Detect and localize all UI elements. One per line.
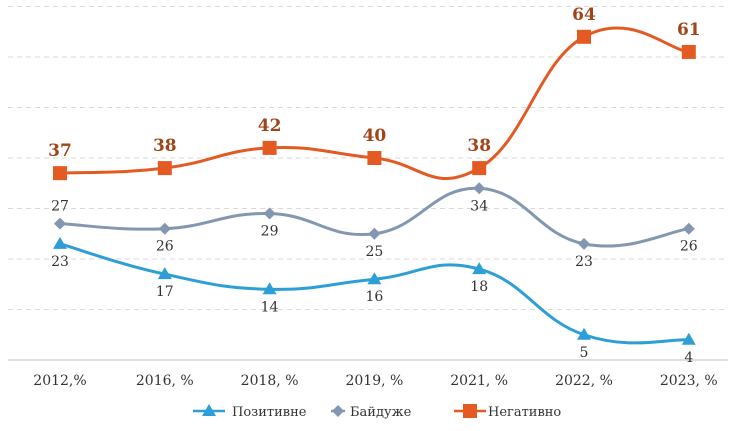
data-point-marker — [681, 44, 696, 59]
legend-label: Негативно — [488, 405, 561, 420]
legend-item: Позитивне — [193, 404, 307, 420]
data-point-marker — [578, 237, 590, 250]
data-label: 29 — [261, 224, 279, 240]
data-label: 18 — [470, 279, 488, 295]
data-label: 5 — [580, 345, 589, 361]
data-point-marker — [472, 161, 487, 176]
legend-marker — [463, 404, 477, 418]
legend-marker — [332, 405, 344, 417]
data-point-marker — [263, 207, 276, 220]
data-point-marker — [262, 140, 277, 155]
data-label: 27 — [51, 199, 69, 215]
data-label: 4 — [684, 350, 693, 366]
data-label: 25 — [365, 244, 383, 260]
x-tick-label: 2023, % — [660, 373, 718, 389]
data-label: 26 — [156, 239, 174, 255]
data-point-marker — [157, 161, 172, 176]
data-point-marker — [368, 227, 381, 240]
data-point-marker — [262, 282, 277, 295]
series-group — [53, 26, 696, 345]
data-label: 17 — [156, 284, 174, 300]
legend-item: Негативно — [454, 404, 561, 420]
data-label: 23 — [575, 254, 593, 270]
data-label: 42 — [258, 116, 282, 136]
series-3 — [53, 26, 696, 181]
x-tick-label: 2018, % — [241, 373, 299, 389]
data-point-marker — [577, 29, 591, 44]
legend-label: Позитивне — [232, 405, 307, 420]
data-point-marker — [53, 236, 67, 249]
data-label: 23 — [51, 254, 69, 270]
data-point-marker — [681, 332, 696, 345]
data-label: 14 — [261, 299, 279, 315]
x-axis-ticks: 2012,% 2016, % 2018, % 2019, % 2021, % 2022, … — [33, 373, 717, 389]
data-label: 38 — [153, 136, 177, 156]
legend-item: Байдуже — [331, 405, 412, 420]
series-1 — [53, 236, 696, 345]
data-point-marker — [473, 182, 486, 195]
data-label: 61 — [677, 20, 701, 40]
data-label: 64 — [572, 5, 596, 25]
legend-marker — [202, 404, 216, 416]
data-point-marker — [682, 222, 695, 235]
data-labels: 23 17 14 16 18 5 4 27 26 29 25 34 23 26 37 38 42 40 38 64 61 — [48, 5, 700, 366]
data-point-marker — [158, 222, 171, 235]
data-label: 40 — [363, 126, 387, 146]
data-label: 16 — [365, 289, 383, 305]
data-point-marker — [54, 217, 66, 230]
legend: Позитивне Байдуже Негативно — [193, 404, 561, 420]
x-tick-label: 2019, % — [345, 373, 403, 389]
data-point-marker — [367, 272, 382, 285]
data-point-marker — [367, 151, 382, 165]
data-point-marker — [157, 267, 172, 280]
data-label: 37 — [48, 141, 72, 161]
series-2 — [54, 182, 695, 250]
x-tick-label: 2012,% — [33, 373, 86, 389]
x-tick-label: 2016, % — [136, 373, 194, 389]
data-label: 34 — [470, 198, 488, 214]
legend-label: Байдуже — [350, 405, 412, 420]
x-tick-label: 2022, % — [555, 373, 613, 389]
data-label: 26 — [680, 239, 698, 255]
x-tick-label: 2021, % — [450, 373, 508, 389]
data-label: 38 — [467, 136, 491, 156]
data-point-marker — [472, 262, 487, 275]
data-point-marker — [53, 166, 67, 181]
data-point-marker — [577, 327, 591, 340]
